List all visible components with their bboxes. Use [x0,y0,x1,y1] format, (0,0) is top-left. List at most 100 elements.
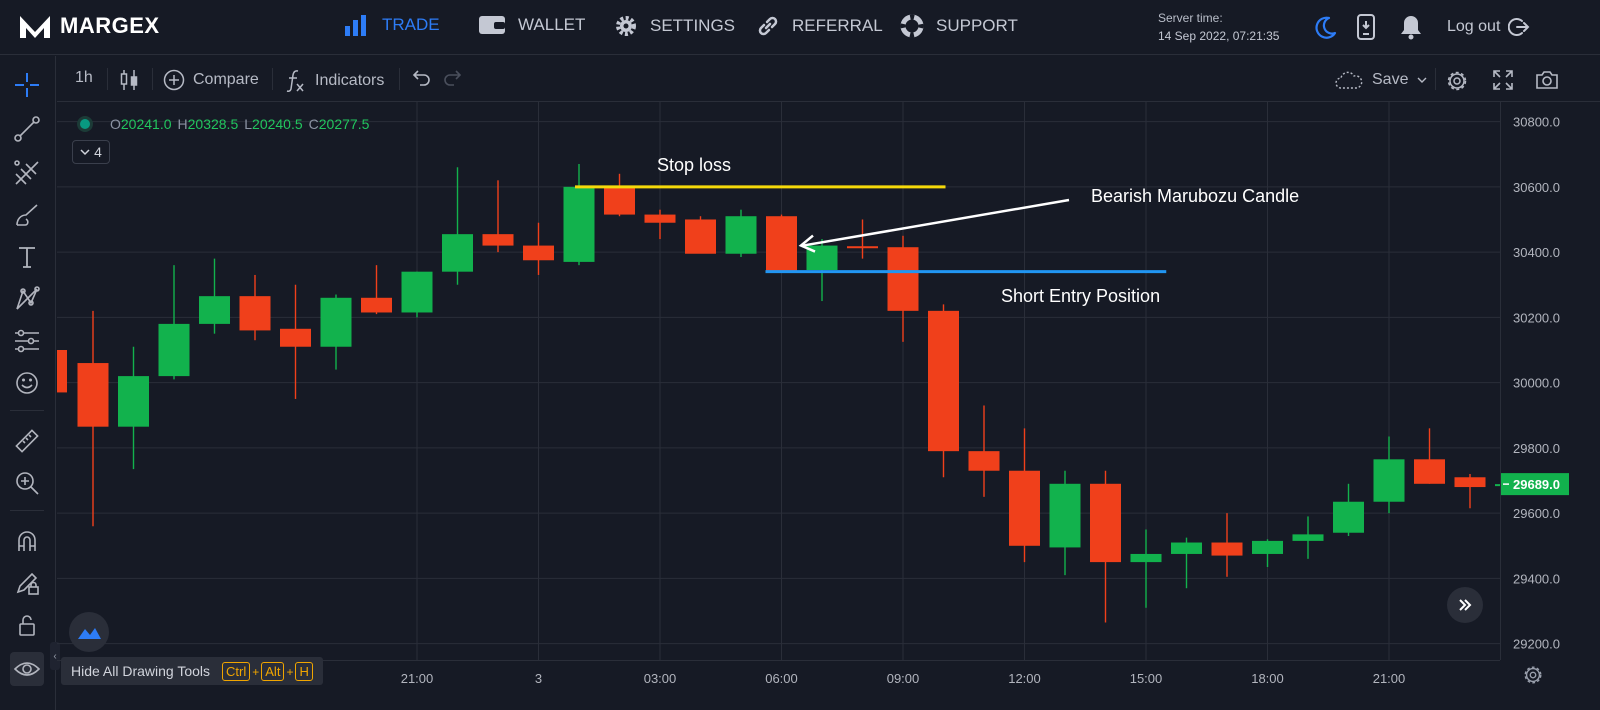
low-key: L [244,116,253,132]
candle-body[interactable] [1090,483,1121,563]
price-tick-label: 29400.0 [1513,571,1560,586]
brush-tool[interactable] [10,198,44,232]
candle-body[interactable] [887,247,919,311]
lock-all-drawings-tool[interactable] [10,608,44,642]
candle-body[interactable] [320,297,352,347]
undo-button[interactable] [411,69,431,87]
theme-toggle[interactable] [1313,14,1337,45]
redo-button[interactable] [443,69,463,87]
shortcut-key: Alt [261,662,285,681]
hide-drawings-tool[interactable] [10,652,44,686]
candle-body[interactable] [239,296,271,331]
candle-body[interactable] [604,186,635,215]
nav-trade[interactable]: TRADE [344,14,440,36]
hide-drawings-tooltip: Hide All Drawing Tools Ctrl + Alt + H [61,657,323,685]
camera-icon [1536,71,1558,89]
nav-support[interactable]: SUPPORT [900,14,1018,38]
price-chart[interactable]: Stop loss Short Entry Position Bearish Mar… [57,102,1500,660]
candle-body[interactable] [361,297,392,313]
crosshair-tool[interactable] [10,68,44,102]
zoom-tool[interactable] [10,466,44,500]
ruler-icon [15,429,39,453]
screenshot-button[interactable] [1535,69,1559,91]
candle-body[interactable] [1171,542,1202,554]
candle-body[interactable] [644,214,676,223]
magnet-tool[interactable] [10,524,44,558]
candle-body[interactable] [523,245,554,261]
candle-body[interactable] [1454,477,1486,488]
candle-body[interactable] [77,363,109,427]
compare-button[interactable]: Compare [163,69,259,91]
candlestick-chart[interactable]: Stop loss Short Entry Position Bearish Mar… [57,102,1500,660]
nav-referral[interactable]: REFERRAL [756,14,883,38]
indicators-button[interactable]: Indicators [285,69,384,93]
time-axis[interactable]: 21:00 3 03:00 06:00 09:00 12:00 15:00 18:00 21:0… [57,660,1500,694]
measure-tool[interactable] [10,424,44,458]
icon-tool[interactable] [10,366,44,400]
candle-body[interactable] [1292,534,1324,541]
text-tool[interactable] [10,240,44,274]
pattern-tool[interactable] [10,282,44,316]
candle-body[interactable] [1495,484,1500,487]
trend-line-tool[interactable] [10,112,44,146]
candle-body[interactable] [118,376,149,427]
candle-body[interactable] [1049,483,1081,548]
candle-body[interactable] [1130,553,1162,563]
candle-body[interactable] [1252,540,1283,554]
margex-logo[interactable]: MARGEX [18,12,160,40]
close-key: C [308,116,319,132]
fib-tool[interactable] [10,156,44,190]
candle-body[interactable] [280,328,311,347]
nav-wallet-label: WALLET [518,15,586,34]
prediction-tool[interactable] [10,324,44,358]
tradingview-cloud-icon [78,628,101,639]
mobile-app-button[interactable] [1356,14,1376,45]
candle-body[interactable] [1373,459,1405,502]
chart-type-button[interactable] [119,69,139,91]
candle-body[interactable] [482,234,514,246]
bearish-marubozu-label: Bearish Marubozu Candle [1091,186,1299,206]
candle-body[interactable] [401,271,433,313]
gear-icon [616,16,636,36]
candle-body[interactable] [847,246,878,249]
annotation-arrow-head [798,234,816,253]
time-tick-label: 21:00 [401,671,434,686]
notifications-button[interactable] [1400,14,1422,45]
legend-collapse-button[interactable]: 4 [72,140,110,164]
time-tick-label: 12:00 [1008,671,1041,686]
smiley-icon [16,372,38,394]
candle-body[interactable] [199,296,230,324]
axis-settings-button[interactable] [1522,664,1544,691]
nav-wallet[interactable]: WALLET [478,14,585,36]
time-tick-label: 15:00 [1130,671,1163,686]
candle-body[interactable] [563,186,595,262]
candle-body[interactable] [1211,542,1243,556]
save-button[interactable]: Save [1334,69,1428,91]
chevron-down-icon [1417,77,1427,83]
interval-button[interactable]: 1h [75,69,93,87]
chart-settings-button[interactable] [1445,69,1469,93]
logout-icon [1508,18,1530,36]
candle-body[interactable] [968,451,1000,471]
candle-body[interactable] [442,234,473,272]
annotation-arrow-line [802,198,1070,247]
collapse-toolbar-button[interactable]: ‹ [50,642,60,670]
candle-body[interactable] [928,310,959,452]
time-tick-label: 3 [535,671,542,686]
price-axis[interactable]: 29200.0 29400.0 29600.0 29800.0 30000.0 30200… [1500,102,1600,660]
candle-body[interactable] [158,323,190,377]
top-navbar: MARGEX TRADE WALLET SETTINGS REFERRAL SU… [0,0,1600,55]
short-entry-label: Short Entry Position [1001,286,1160,306]
candle-body[interactable] [725,216,757,254]
scroll-to-realtime-button[interactable] [1447,587,1483,623]
candle-body[interactable] [685,219,716,254]
nav-settings[interactable]: SETTINGS [614,14,735,38]
logout-button[interactable]: Log out [1447,16,1530,38]
candle-body[interactable] [766,216,797,272]
candle-body[interactable] [1333,501,1364,533]
candle-body[interactable] [1009,470,1040,546]
candle-body[interactable] [1414,459,1445,484]
tradingview-logo[interactable] [69,612,109,652]
fullscreen-button[interactable] [1492,69,1514,91]
lock-drawings-edit-tool[interactable] [10,566,44,600]
